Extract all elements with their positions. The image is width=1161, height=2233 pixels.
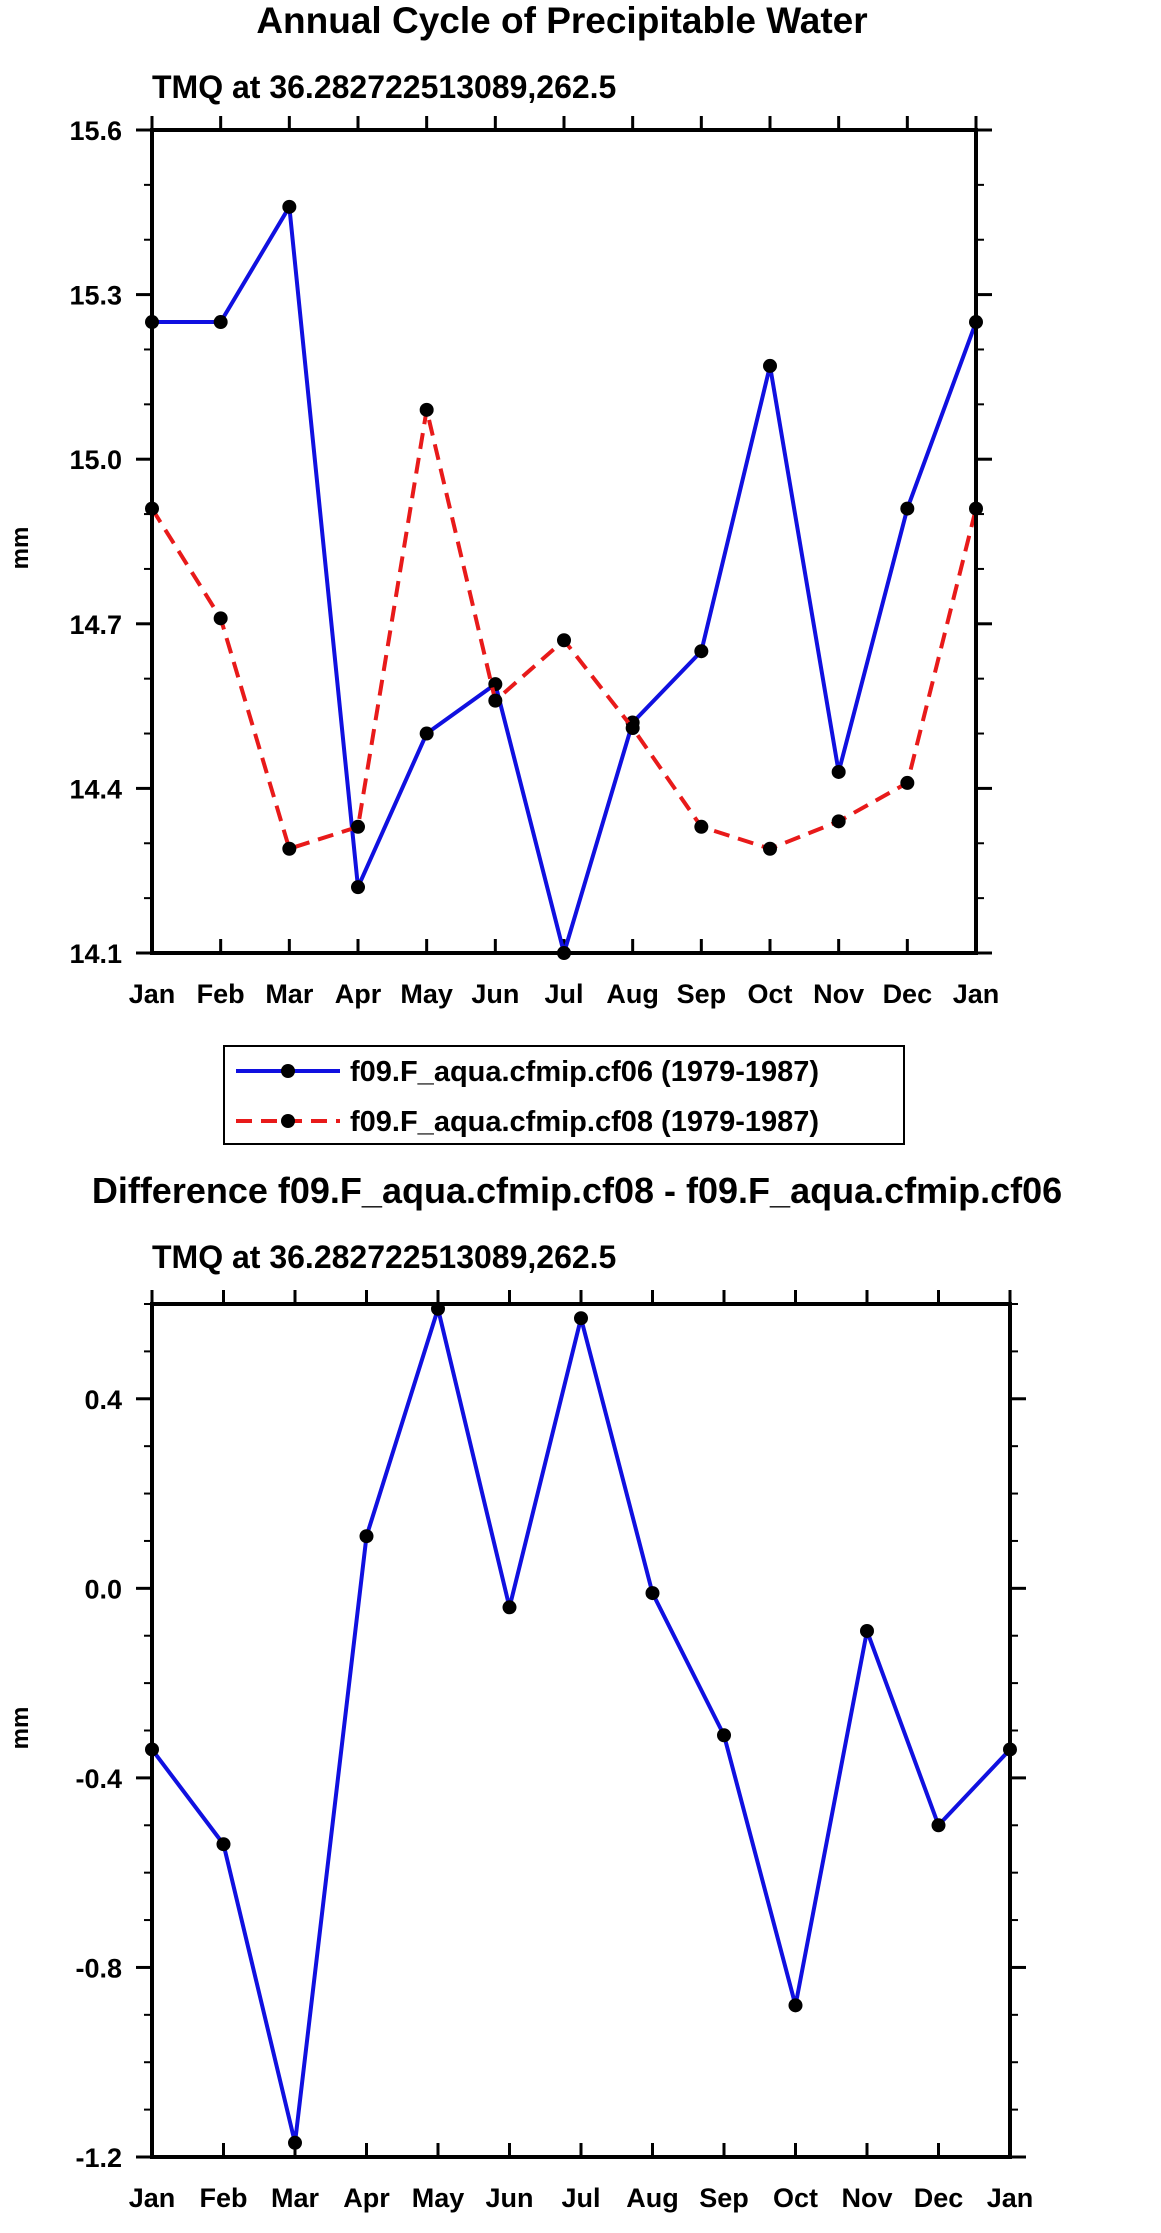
- top-series-1-point: [213, 611, 228, 626]
- top-x-tick-label: Jun: [471, 979, 519, 1009]
- bottom-x-tick-label: Jan: [129, 2183, 176, 2213]
- bottom-x-tick-label: Oct: [773, 2183, 818, 2213]
- top-series-1-point: [351, 819, 365, 834]
- top-series-0-point: [213, 315, 228, 330]
- bottom-series-0-point: [645, 1586, 660, 1601]
- bottom-series-0-point: [288, 2135, 302, 2150]
- legend: f09.F_aqua.cfmip.cf06 (1979-1987) f09.F_…: [223, 1045, 905, 1145]
- top-x-tick-label: Dec: [883, 979, 933, 1009]
- bottom-x-tick-label: Nov: [841, 2183, 892, 2213]
- top-y-tick-label: 15.6: [69, 116, 122, 146]
- top-series-1-point: [900, 775, 915, 790]
- top-x-tick-label: Nov: [813, 979, 864, 1009]
- top-x-tick-label: Feb: [197, 979, 245, 1009]
- top-series-1-point: [488, 693, 503, 708]
- bottom-x-tick-label: Dec: [914, 2183, 964, 2213]
- bottom-x-tick-label: Mar: [271, 2183, 320, 2213]
- bottom-x-tick-label: Feb: [199, 2183, 247, 2213]
- top-x-tick-label: Sep: [677, 979, 727, 1009]
- top-y-tick-label: 14.4: [69, 774, 122, 804]
- bottom-y-tick-label: -0.8: [75, 1953, 122, 1983]
- bottom-x-tick-label: Jul: [561, 2183, 600, 2213]
- bottom-series-0-point: [717, 1728, 731, 1743]
- top-x-tick-label: Mar: [265, 979, 314, 1009]
- top-x-tick-label: Oct: [747, 979, 792, 1009]
- top-series-1-point: [831, 814, 846, 829]
- top-chart-ticks: Jan Feb Mar Apr May Jun Jul Aug Sep Oct Nov Dec Jan1…: [69, 116, 999, 1009]
- top-series-0-point: [763, 358, 777, 373]
- top-series-1-point: [282, 841, 297, 856]
- top-series-1-point: [694, 819, 709, 834]
- bottom-y-tick-label: 0.0: [84, 1574, 122, 1604]
- top-series-1-point: [763, 841, 777, 856]
- top-series-0-point: [694, 644, 709, 659]
- bottom-chart-frame: [150, 1302, 1012, 2159]
- top-chart-frame: [150, 128, 978, 955]
- legend-marker-cf06: [281, 1064, 295, 1078]
- bottom-x-tick-label: Jun: [485, 2183, 533, 2213]
- bottom-series-line-0: [150, 1306, 1012, 2145]
- bottom-chart-subtitle: TMQ at 36.282722513089,262.5: [152, 1239, 616, 1275]
- bottom-x-tick-label: May: [412, 2183, 465, 2213]
- bottom-series-0-point: [574, 1311, 588, 1326]
- top-x-tick-label: Jul: [544, 979, 583, 1009]
- legend-box: [223, 1045, 905, 1145]
- legend-label-cf06: f09.F_aqua.cfmip.cf06 (1979-1987): [350, 1056, 819, 1088]
- bottom-x-tick-label: Apr: [343, 2183, 390, 2213]
- legend-marker-cf08: [281, 1114, 295, 1128]
- top-series-line-1: [150, 407, 978, 851]
- bottom-series-0-point: [502, 1600, 517, 1615]
- top-x-tick-label: Jan: [953, 979, 1000, 1009]
- bottom-series-0-point: [931, 1818, 946, 1833]
- bottom-series-0-point: [216, 1837, 231, 1852]
- top-x-tick-label: May: [400, 979, 453, 1009]
- top-series-0-point: [900, 501, 915, 516]
- bottom-y-tick-label: -1.2: [75, 2143, 122, 2173]
- top-series-0-point: [488, 677, 503, 692]
- top-series-1-point: [419, 402, 434, 417]
- top-x-tick-label: Jan: [129, 979, 176, 1009]
- bottom-x-tick-label: Jan: [987, 2183, 1034, 2213]
- top-series-1-point: [557, 633, 571, 648]
- top-series-1-point: [625, 721, 640, 736]
- top-chart-subtitle: TMQ at 36.282722513089,262.5: [152, 69, 616, 105]
- bottom-y-tick-label: -0.4: [75, 1764, 122, 1794]
- top-chart-series: [145, 199, 983, 960]
- top-series-line-0: [152, 204, 978, 955]
- top-x-tick-label: Aug: [606, 979, 658, 1009]
- bottom-x-tick-label: Sep: [699, 2183, 749, 2213]
- bottom-x-tick-label: Aug: [626, 2183, 678, 2213]
- top-series-0-point: [351, 880, 365, 895]
- top-series-0-point: [831, 764, 846, 779]
- legend-label-cf08: f09.F_aqua.cfmip.cf08 (1979-1987): [350, 1106, 819, 1138]
- top-series-0-point: [282, 199, 297, 214]
- top-y-tick-label: 15.0: [69, 445, 122, 475]
- top-x-tick-label: Apr: [335, 979, 382, 1009]
- bottom-chart-ylabel: mm: [7, 1707, 34, 1750]
- bottom-y-tick-label: 0.4: [84, 1385, 122, 1415]
- bottom-chart-series: [145, 1301, 1017, 2150]
- top-y-tick-label: 14.1: [69, 939, 122, 969]
- top-y-tick-label: 14.7: [69, 610, 122, 640]
- top-chart-ylabel: mm: [7, 527, 34, 570]
- main-title: Annual Cycle of Precipitable Water: [256, 0, 867, 41]
- difference-title: Difference f09.F_aqua.cfmip.cf08 - f09.F…: [92, 1170, 1062, 1211]
- bottom-series-0-point: [359, 1529, 374, 1544]
- bottom-series-0-point: [860, 1623, 874, 1638]
- top-y-tick-label: 15.3: [69, 281, 122, 311]
- top-series-0-point: [419, 726, 434, 741]
- bottom-series-0-point: [788, 1998, 803, 2013]
